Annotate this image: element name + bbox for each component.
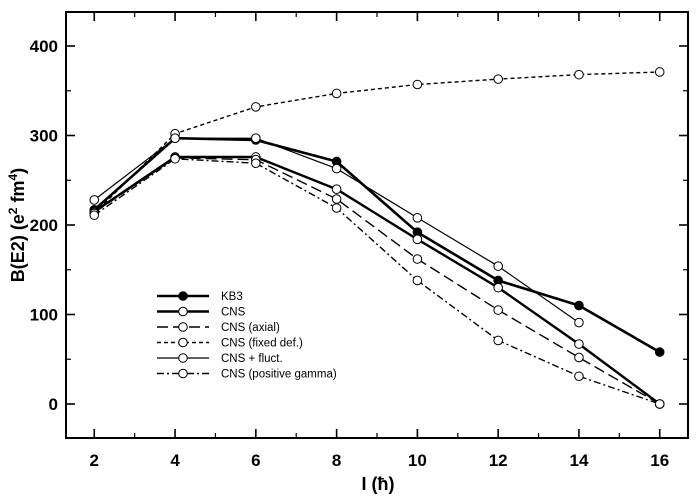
y-axis-title-exp2: 4 xyxy=(6,173,20,180)
data-point-cns xyxy=(331,184,342,195)
y-tick-label: 300 xyxy=(30,127,58,146)
y-axis-title: B(E2) (e2 fm4) xyxy=(6,168,28,282)
data-point-cns-positive-gamma xyxy=(331,203,342,213)
data-point-cns xyxy=(493,282,503,293)
data-point-cns-fluct xyxy=(89,195,100,205)
x-tick-label: 12 xyxy=(489,451,508,470)
series-markers xyxy=(89,67,665,409)
legend-marker-cns-positive-gamma xyxy=(178,368,188,379)
legend-label-cns-positive-gamma: CNS (positive gamma) xyxy=(221,369,337,381)
legend-marker-cns-fluct xyxy=(178,353,188,363)
series-lines xyxy=(93,71,661,405)
series-line-cns-fixed-def xyxy=(93,71,660,214)
axis-ticks xyxy=(66,12,688,438)
legend-label-kb3: KB3 xyxy=(221,291,243,303)
y-axis-title-base: B(E2) (e xyxy=(8,214,28,282)
x-axis-title: I (ħ) xyxy=(362,474,395,494)
y-axis-title-close: ) xyxy=(8,168,28,174)
data-point-cns-axial xyxy=(574,352,584,363)
legend: KB3 CNS CNS (axial) CNS (fixed def.) CNS + f… xyxy=(157,291,337,381)
y-tick-label: 400 xyxy=(30,37,58,56)
data-point-cns-fixed-def xyxy=(251,102,261,112)
data-point-cns xyxy=(574,339,584,349)
data-point-cns-fluct xyxy=(574,317,584,328)
legend-label-cns-axial: CNS (axial) xyxy=(221,322,280,334)
x-tick-label: 6 xyxy=(251,451,260,470)
data-point-cns-fixed-def xyxy=(493,74,503,84)
x-tick-labels: 2 4 6 8 10 12 14 16 xyxy=(90,451,670,470)
data-point-cns-fluct xyxy=(170,133,180,143)
data-point-kb3 xyxy=(654,347,665,357)
legend-marker-kb3 xyxy=(178,291,188,301)
data-point-cns-axial xyxy=(331,194,342,204)
data-point-cns-positive-gamma xyxy=(574,371,584,382)
x-tick-label: 14 xyxy=(569,451,588,470)
data-point-cns xyxy=(412,234,423,245)
y-tick-label: 200 xyxy=(30,216,58,235)
data-point-cns-axial xyxy=(493,305,503,315)
data-point-cns-axial xyxy=(412,254,423,264)
legend-label-cns: CNS xyxy=(221,307,246,319)
data-point-cns-fixed-def xyxy=(331,88,342,99)
x-tick-label: 2 xyxy=(90,451,99,470)
data-point-cns-positive-gamma xyxy=(493,335,503,346)
data-point-kb3 xyxy=(574,300,584,311)
y-axis-title-exp1: 2 xyxy=(6,207,20,214)
y-tick-label: 100 xyxy=(30,305,58,324)
x-tick-label: 4 xyxy=(170,451,180,470)
data-point-cns-positive-gamma xyxy=(412,275,423,286)
series-line-cns xyxy=(93,155,661,405)
x-tick-label: 8 xyxy=(332,451,341,470)
data-point-cns-fixed-def xyxy=(412,79,423,90)
series-line-cns-axial xyxy=(93,157,661,405)
series-line-cns-positive-gamma xyxy=(93,158,660,405)
data-point-cns-fixed-def xyxy=(654,67,665,77)
x-tick-label: 16 xyxy=(650,451,669,470)
data-point-cns-fixed-def xyxy=(574,69,584,80)
data-point-cns-positive-gamma xyxy=(170,153,180,164)
y-axis-title-mid: fm xyxy=(8,180,28,207)
legend-marker-cns xyxy=(178,306,188,317)
data-point-cns-fluct xyxy=(412,213,423,223)
data-point-cns-fluct xyxy=(251,133,261,143)
data-point-cns-positive-gamma xyxy=(251,158,261,169)
y-tick-labels: 0 100 200 300 400 xyxy=(30,37,58,414)
data-point-cns-fluct xyxy=(493,261,503,271)
y-tick-label: 0 xyxy=(49,395,58,414)
legend-marker-cns-fixed-def xyxy=(178,337,188,348)
data-point-cns-fluct xyxy=(331,163,342,174)
legend-label-cns-fixed-def: CNS (fixed def.) xyxy=(221,338,303,350)
data-point-cns-positive-gamma xyxy=(654,399,665,409)
data-point-cns-positive-gamma xyxy=(89,210,100,220)
legend-label-cns-fluct: CNS + fluct. xyxy=(221,353,283,365)
x-tick-label: 10 xyxy=(408,451,427,470)
legend-marker-cns-axial xyxy=(178,322,188,332)
